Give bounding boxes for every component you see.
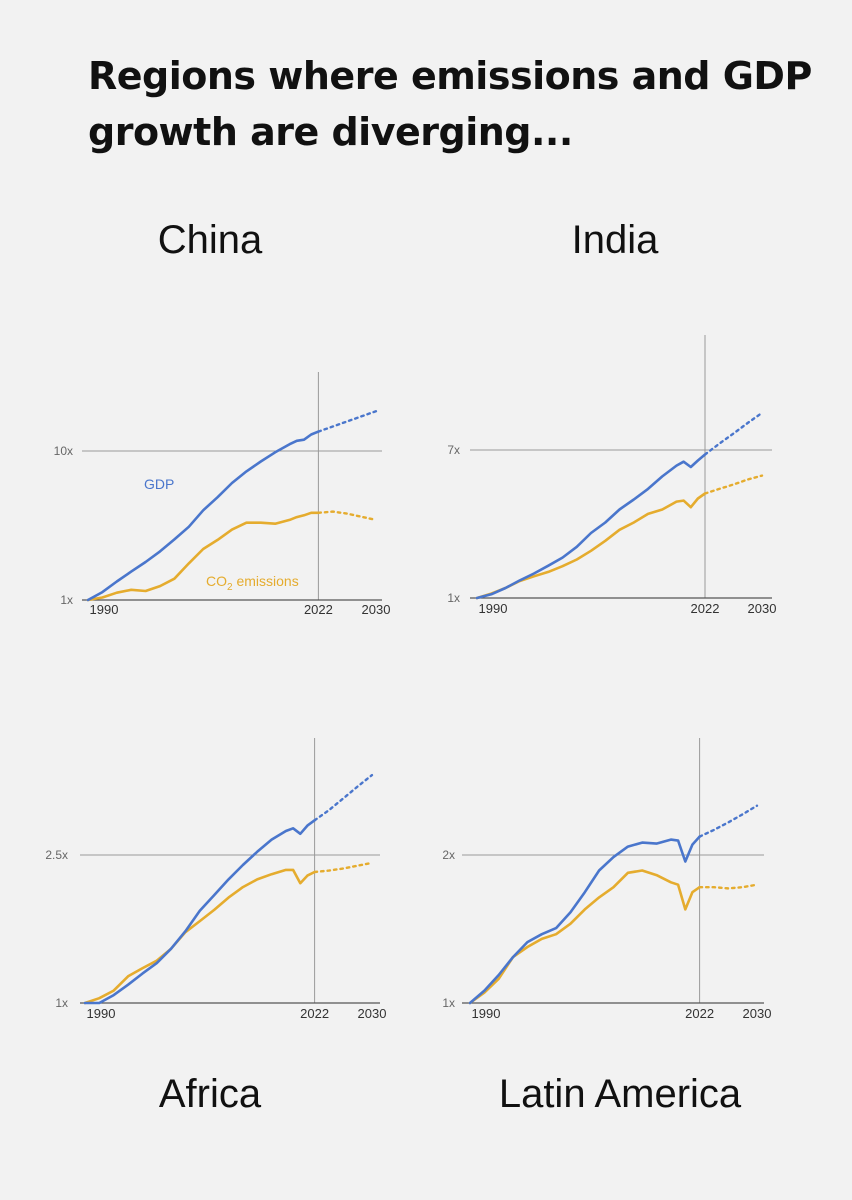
projection-line-gdp xyxy=(317,410,378,433)
projection-line-co2 xyxy=(698,883,759,890)
x-tick-label: 2022 xyxy=(685,1006,714,1021)
series-line-gdp xyxy=(475,453,707,600)
y-tick-label: 2x xyxy=(442,848,455,862)
projection-line-co2 xyxy=(313,861,374,874)
series-line-gdp xyxy=(468,835,701,1005)
panel-title-china: China xyxy=(157,218,263,262)
chart-1: 1x 7x 1990 2022 2030 xyxy=(447,335,776,616)
projection-line-co2 xyxy=(703,474,764,495)
y-tick-label: 7x xyxy=(447,443,460,457)
y-tick-label: 10x xyxy=(54,444,73,458)
chart-3: 1x 2x 1990 2022 2030 xyxy=(442,738,771,1021)
x-tick-label: 1990 xyxy=(472,1006,501,1021)
x-tick-label: 2022 xyxy=(304,602,333,617)
projection-line-gdp xyxy=(313,773,374,822)
y-tick-label: 1x xyxy=(55,996,68,1010)
chart-2: 1x 2.5x 1990 2022 2030 xyxy=(45,738,386,1021)
series-line-co2 xyxy=(83,868,316,1005)
headline: Regions where emissions and GDP growth a… xyxy=(88,54,812,154)
y-tick-label: 2.5x xyxy=(45,848,68,862)
projection-line-gdp xyxy=(703,411,764,456)
series-label-gdp: GDP xyxy=(144,476,174,492)
panel-title-latin-america: Latin America xyxy=(498,1072,742,1116)
y-tick-label: 1x xyxy=(442,996,455,1010)
x-tick-label: 1990 xyxy=(479,601,508,616)
x-tick-label: 1990 xyxy=(90,602,119,617)
panel-title-africa: Africa xyxy=(158,1072,262,1116)
series-line-co2 xyxy=(475,492,707,600)
projection-line-gdp xyxy=(698,804,759,838)
chart-0: 1x 10x 1990 2022 2030 CO2 emissions GDP xyxy=(54,372,391,617)
x-tick-label: 2022 xyxy=(691,601,720,616)
x-tick-label: 2030 xyxy=(743,1006,772,1021)
y-tick-label: 1x xyxy=(447,591,460,605)
x-tick-label: 2022 xyxy=(300,1006,329,1021)
x-tick-label: 2030 xyxy=(362,602,391,617)
panel-title-india: India xyxy=(571,218,659,262)
y-tick-label: 1x xyxy=(60,593,73,607)
series-line-gdp xyxy=(83,818,316,1005)
series-line-gdp xyxy=(86,430,320,602)
series-line-co2 xyxy=(86,511,320,602)
series-label-co2: CO2 emissions xyxy=(206,573,299,593)
projection-line-co2 xyxy=(317,510,378,522)
x-tick-label: 2030 xyxy=(358,1006,387,1021)
x-tick-label: 2030 xyxy=(748,601,777,616)
x-tick-label: 1990 xyxy=(87,1006,116,1021)
